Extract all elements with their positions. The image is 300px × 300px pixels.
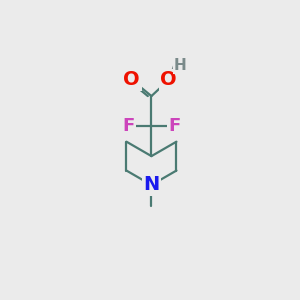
Text: F: F <box>122 117 134 135</box>
Text: O: O <box>160 70 177 89</box>
Text: O: O <box>124 70 140 89</box>
Text: H: H <box>174 58 187 73</box>
Text: N: N <box>143 176 160 194</box>
Text: F: F <box>168 117 181 135</box>
